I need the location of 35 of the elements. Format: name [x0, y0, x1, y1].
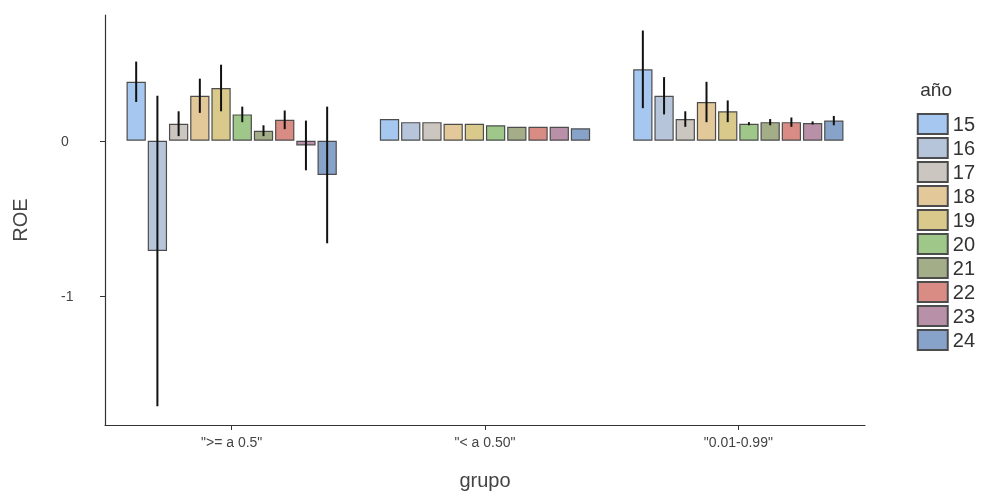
x-tick-label: ">= a 0.5" — [201, 434, 263, 450]
legend-label: 21 — [952, 257, 975, 279]
legend-label: 23 — [952, 305, 975, 327]
legend-label: 24 — [952, 329, 975, 351]
legend-title: año — [920, 79, 952, 100]
bar — [696, 101, 717, 141]
bar — [401, 122, 421, 141]
bar — [232, 114, 252, 141]
bar — [781, 122, 802, 141]
bar — [464, 123, 485, 141]
x-tick-label: "< a 0.50" — [454, 434, 516, 450]
x-tick-label: "0.01-0.99" — [703, 434, 773, 450]
y-tick-label: 0 — [61, 132, 69, 149]
bar — [253, 130, 274, 141]
bar — [570, 128, 591, 141]
bar — [379, 119, 400, 141]
bar — [485, 125, 506, 141]
legend-label: 17 — [952, 161, 975, 183]
bar — [802, 122, 823, 141]
bar — [275, 119, 295, 141]
legend-label: 20 — [952, 233, 975, 255]
x-axis-title: grupo — [459, 469, 511, 491]
bar — [718, 111, 738, 141]
y-axis-title: ROE — [9, 198, 31, 242]
bar — [549, 126, 569, 141]
y-tick-label: -1 — [61, 288, 74, 305]
legend-label: 19 — [952, 209, 975, 231]
legend-label: 22 — [952, 281, 975, 303]
legend-label: 15 — [952, 113, 975, 135]
bar — [675, 119, 695, 141]
bar — [168, 123, 189, 141]
legend-label: 18 — [952, 185, 975, 207]
bar — [126, 81, 146, 141]
legend-label: 16 — [952, 137, 975, 159]
bar — [824, 120, 844, 141]
